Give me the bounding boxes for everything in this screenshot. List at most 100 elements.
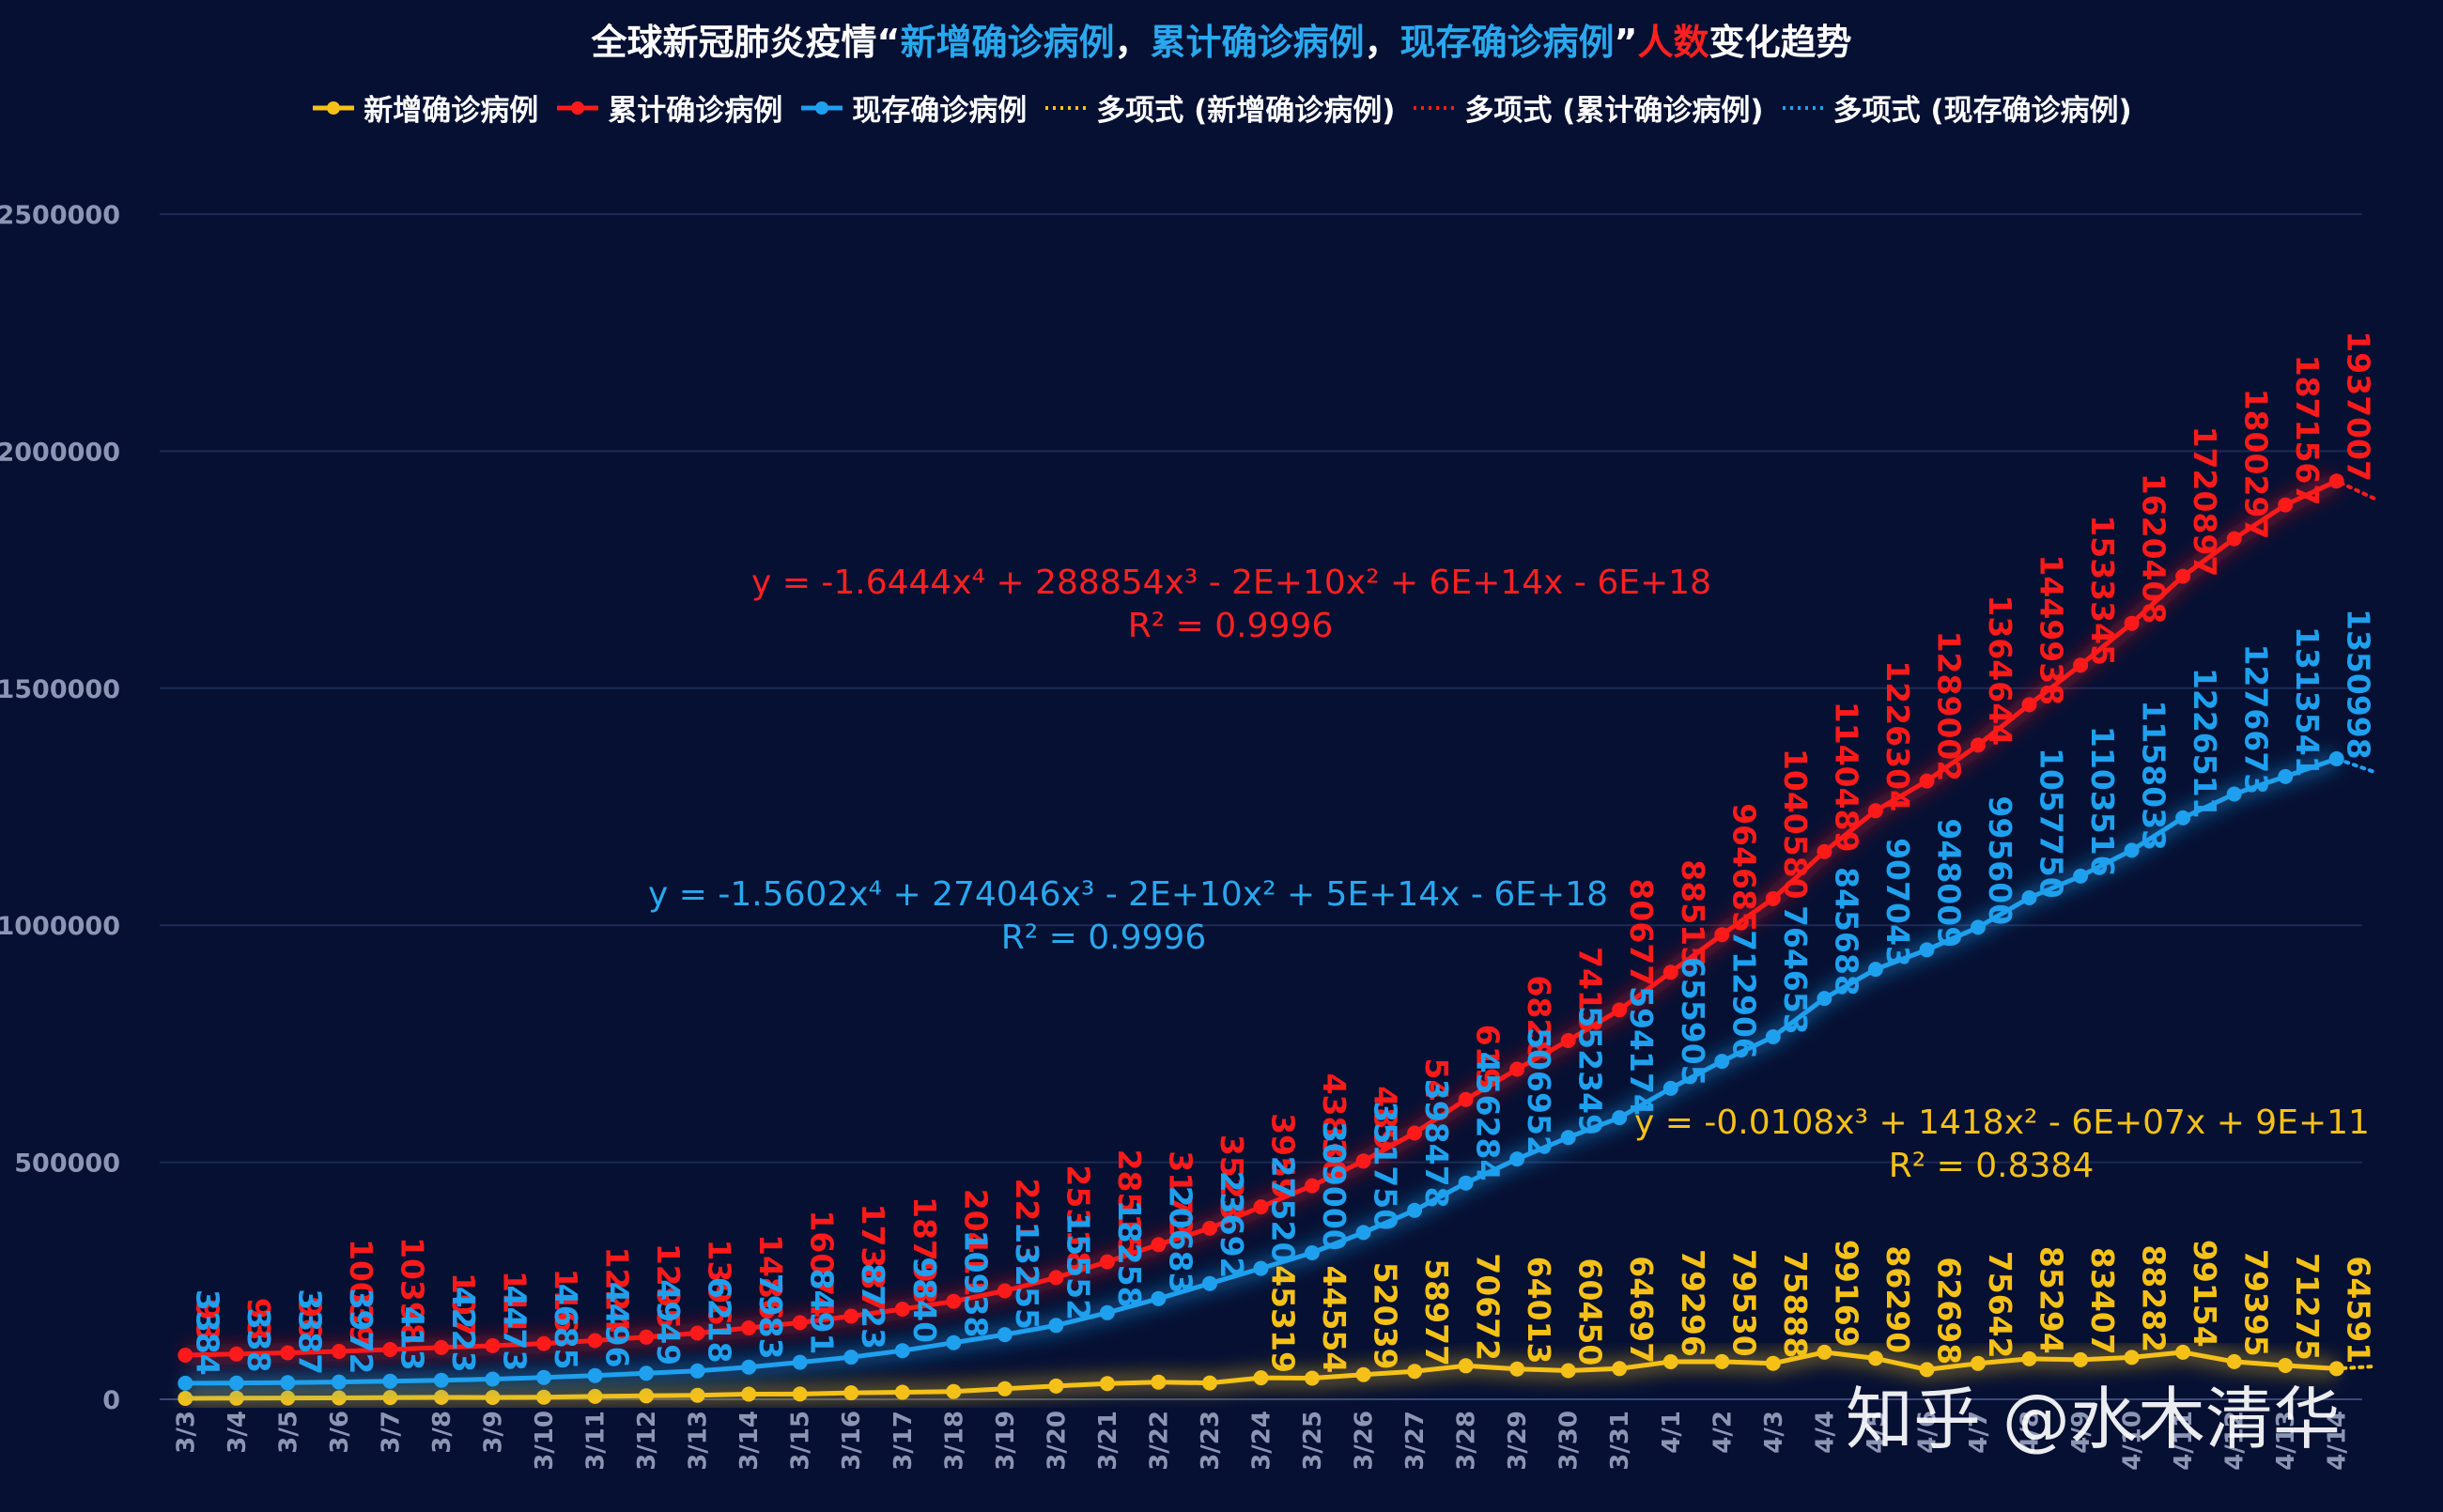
x-tick-label: 4/6 — [1913, 1411, 1941, 1454]
data-point — [843, 1308, 859, 1324]
data-point — [280, 1390, 296, 1406]
x-tick-label: 3/22 — [1145, 1411, 1173, 1471]
data-label: 1364644 — [1982, 594, 2018, 746]
x-tick-label: 4/14 — [2324, 1411, 2352, 1471]
data-point — [843, 1350, 859, 1365]
chart-title: 全球新冠肺炎疫情“新增确诊病例，累计确诊病例，现存确诊病例”人数变化趋势 — [0, 13, 2443, 65]
legend-item-active[interactable]: 现存确诊病例 — [799, 86, 1027, 129]
data-point — [2124, 842, 2140, 858]
x-tick-label: 4/10 — [2119, 1411, 2147, 1471]
data-point — [433, 1389, 449, 1405]
data-point — [741, 1386, 757, 1402]
data-label: 7413 — [1572, 947, 1609, 1033]
data-label: 93 — [240, 1298, 277, 1341]
data-point — [1919, 773, 1935, 789]
x-tick-label: 3/20 — [1043, 1411, 1071, 1471]
data-label: 8491 — [804, 1269, 841, 1355]
x-tick-label: 3/24 — [1248, 1411, 1276, 1471]
data-point — [1560, 1033, 1576, 1048]
data-point — [1202, 1220, 1217, 1236]
data-point — [1612, 1110, 1628, 1126]
legend-swatch-active — [801, 100, 843, 115]
x-tick-label: 3/6 — [326, 1411, 354, 1454]
data-label: 1140489 — [1828, 702, 1864, 853]
data-point — [1509, 1061, 1525, 1077]
legend-item-cumulative[interactable]: 累计确诊病例 — [555, 86, 782, 129]
data-point — [792, 1315, 808, 1331]
data-label: 995600 — [1982, 795, 2018, 925]
data-point — [1048, 1378, 1064, 1394]
data-label: 18258 — [1111, 1200, 1148, 1308]
data-point — [280, 1345, 296, 1361]
data-label: 8723 — [855, 1263, 891, 1350]
data-label: 88282 — [2136, 1244, 2172, 1352]
data-point — [536, 1335, 551, 1351]
data-label: 619 — [1470, 1025, 1507, 1089]
data-label: 655905 — [1675, 957, 1711, 1087]
data-label: 75642 — [1982, 1251, 2018, 1359]
data-label: 351750 — [1368, 1101, 1404, 1230]
trendline-equation-cumulative: y = -1.6444x⁴ + 288854x³ - 2E+10x² + 6E+… — [751, 562, 1711, 648]
x-tick-label: 4/11 — [2170, 1411, 2198, 1471]
data-label: 22132 — [1009, 1179, 1045, 1287]
data-label: 20411 — [957, 1189, 994, 1297]
legend-item-trend-cumulative[interactable]: 多项式 (累计确诊病例) — [1412, 86, 1764, 129]
data-point — [1560, 1130, 1576, 1146]
data-point — [843, 1385, 859, 1401]
data-label: 1449938 — [2033, 554, 2070, 705]
data-point — [792, 1386, 808, 1402]
data-point — [1817, 1344, 1832, 1360]
x-tick-label: 3/3 — [172, 1411, 200, 1454]
legend-label-trend-cumulative: 多项式 (累计确诊病例) — [1464, 94, 1764, 128]
data-label: 1226304 — [1879, 660, 1916, 811]
data-label: 1313541 — [2289, 626, 2326, 778]
data-label: 64013 — [1521, 1257, 1557, 1365]
data-point — [2328, 473, 2344, 489]
data-label: 23692 — [1214, 1171, 1250, 1279]
legend-item-trend-active[interactable]: 多项式 (现存确诊病例) — [1781, 86, 2132, 129]
data-point — [1560, 1363, 1576, 1379]
legend-item-new[interactable]: 新增确诊病例 — [311, 86, 538, 129]
data-point — [2278, 1358, 2294, 1373]
watermark: 知乎 @水木清华 — [1846, 1380, 2341, 1458]
data-point — [331, 1374, 347, 1390]
data-point — [946, 1335, 962, 1350]
data-point — [2278, 497, 2294, 513]
data-point — [1048, 1270, 1064, 1286]
data-label: 4949 — [650, 1279, 687, 1365]
data-point — [1151, 1374, 1167, 1390]
x-tick-label: 4/5 — [1863, 1411, 1891, 1454]
legend-swatch-trend-new — [1045, 105, 1088, 110]
data-point — [1867, 962, 1883, 978]
data-label: 1350998 — [2341, 609, 2377, 760]
data-point — [1971, 1355, 1986, 1371]
data-label: 13255 — [1009, 1222, 1045, 1330]
legend-item-trend-new[interactable]: 多项式 (新增确诊病例) — [1044, 86, 1395, 129]
data-point — [178, 1348, 193, 1363]
data-point — [587, 1367, 603, 1383]
data-label: 1226511 — [2187, 668, 2223, 819]
data-point — [894, 1343, 910, 1359]
data-label: 3972 — [343, 1288, 379, 1375]
x-tick-label: 3/5 — [274, 1411, 302, 1454]
legend-label-new: 新增确诊病例 — [363, 94, 539, 128]
data-label: 15552 — [1059, 1212, 1096, 1320]
data-point — [2226, 531, 2242, 547]
data-point — [1305, 1370, 1320, 1386]
data-label: 764653 — [1777, 905, 1814, 1035]
data-point — [587, 1388, 603, 1404]
data-point — [536, 1389, 551, 1405]
data-point — [1407, 1125, 1423, 1141]
data-point — [1253, 1370, 1269, 1386]
data-label: 806775 — [1623, 878, 1660, 1008]
legend-label-trend-active: 多项式 (现存确诊病例) — [1832, 94, 2132, 128]
equation-active-r2: R² = 0.9996 — [1000, 918, 1207, 957]
data-point — [1765, 890, 1781, 906]
data-point — [536, 1369, 551, 1385]
data-label: 99169 — [1828, 1240, 1864, 1348]
data-label: 1871567 — [2289, 355, 2326, 506]
data-label: 3384 — [189, 1289, 225, 1376]
data-label: 10938 — [957, 1230, 994, 1338]
data-labels: 45319 44554 52039 58977 70672 64013 60450 64697… — [189, 331, 2376, 1376]
x-tick-label: 3/13 — [685, 1411, 713, 1471]
